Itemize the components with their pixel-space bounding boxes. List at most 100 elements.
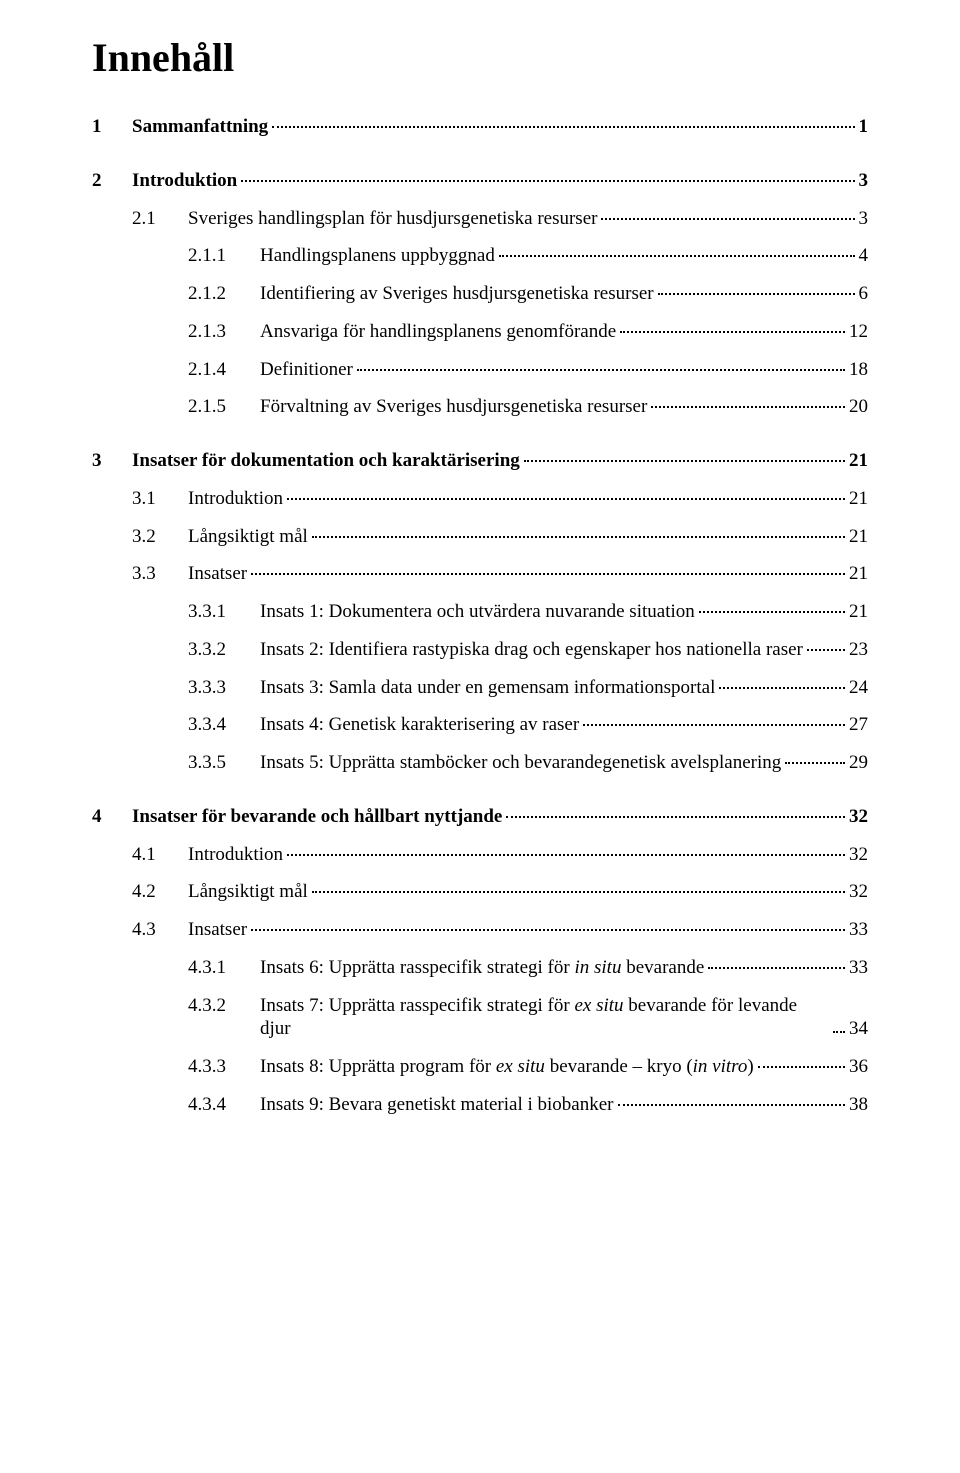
toc-entry-text: Definitioner bbox=[260, 358, 353, 382]
page: Innehåll 1Sammanfattning12Introduktion32… bbox=[0, 0, 960, 1473]
toc-entry-text: Långsiktigt mål bbox=[188, 525, 308, 549]
toc-entry-number: 3.3.1 bbox=[188, 600, 260, 624]
toc-entry: 1Sammanfattning1 bbox=[92, 115, 868, 139]
toc-entry: 2.1.1Handlingsplanens uppbyggnad 4 bbox=[92, 244, 868, 268]
toc-entry: 2.1.2Identifiering av Sveriges husdjursg… bbox=[92, 282, 868, 306]
toc-entry-text: Insats 1: Dokumentera och utvärdera nuva… bbox=[260, 600, 695, 624]
toc-entry-page: 20 bbox=[849, 395, 868, 419]
toc-entry: 2Introduktion3 bbox=[92, 169, 868, 193]
toc-leader bbox=[833, 1031, 845, 1033]
toc-leader bbox=[583, 724, 845, 726]
toc-entry-text: Insats 5: Upprätta stamböcker och bevara… bbox=[260, 751, 781, 775]
toc-entry-number: 3.3.5 bbox=[188, 751, 260, 775]
toc-entry: 3.3.2Insats 2: Identifiera rastypiska dr… bbox=[92, 638, 868, 662]
toc-entry-number: 4.1 bbox=[132, 843, 188, 867]
toc-leader bbox=[287, 498, 845, 500]
toc-entry-text: Sveriges handlingsplan för husdjursgenet… bbox=[188, 207, 597, 231]
toc-entry-number: 3.3.3 bbox=[188, 676, 260, 700]
toc-entry: 4.3.1Insats 6: Upprätta rasspecifik stra… bbox=[92, 956, 868, 980]
toc-leader bbox=[618, 1104, 846, 1106]
toc-entry: 3.1Introduktion21 bbox=[92, 487, 868, 511]
toc-entry-number: 3.3.4 bbox=[188, 713, 260, 737]
toc-entry-page: 21 bbox=[849, 449, 868, 473]
toc-entry-page: 29 bbox=[849, 751, 868, 775]
toc-leader bbox=[651, 406, 845, 408]
toc-entry-text: Introduktion bbox=[188, 487, 283, 511]
toc-entry: 4.2Långsiktigt mål32 bbox=[92, 880, 868, 904]
toc-entry-number: 2.1.1 bbox=[188, 244, 260, 268]
toc-entry-number: 3.3 bbox=[132, 562, 188, 586]
toc-leader bbox=[785, 762, 845, 764]
toc-entry-text: Insats 7: Upprätta rasspecifik strategi … bbox=[260, 994, 829, 1042]
table-of-contents: 1Sammanfattning12Introduktion32.1Sverige… bbox=[92, 115, 868, 1117]
toc-leader bbox=[251, 573, 845, 575]
toc-entry-page: 33 bbox=[849, 918, 868, 942]
toc-entry: 3Insatser för dokumentation och karaktär… bbox=[92, 449, 868, 473]
toc-leader bbox=[620, 331, 845, 333]
toc-entry-text: Förvaltning av Sveriges husdjursgenetisk… bbox=[260, 395, 647, 419]
toc-entry-text: Introduktion bbox=[132, 169, 237, 193]
toc-entry: 3.3.3Insats 3: Samla data under en gemen… bbox=[92, 676, 868, 700]
toc-entry: 3.3.5Insats 5: Upprätta stamböcker och b… bbox=[92, 751, 868, 775]
toc-entry-text: Insatser för dokumentation och karaktäri… bbox=[132, 449, 520, 473]
toc-entry-page: 1 bbox=[859, 115, 869, 139]
toc-entry-text: Insats 4: Genetisk karakterisering av ra… bbox=[260, 713, 579, 737]
toc-entry-text: Identifiering av Sveriges husdjursgeneti… bbox=[260, 282, 654, 306]
toc-leader bbox=[719, 687, 845, 689]
toc-entry: 3.3Insatser21 bbox=[92, 562, 868, 586]
toc-leader bbox=[524, 460, 845, 462]
toc-entry-number: 4.3.1 bbox=[188, 956, 260, 980]
toc-entry: 4.3.4Insats 9: Bevara genetiskt material… bbox=[92, 1093, 868, 1117]
toc-entry-page: 3 bbox=[859, 169, 869, 193]
toc-entry-text: Långsiktigt mål bbox=[188, 880, 308, 904]
toc-entry-number: 4.3.2 bbox=[188, 994, 260, 1018]
toc-entry: 4.3Insatser33 bbox=[92, 918, 868, 942]
toc-leader bbox=[499, 255, 855, 257]
toc-leader bbox=[272, 126, 854, 128]
toc-entry-page: 18 bbox=[849, 358, 868, 382]
toc-entry-text: Introduktion bbox=[188, 843, 283, 867]
toc-entry-text: Insats 9: Bevara genetiskt material i bi… bbox=[260, 1093, 614, 1117]
toc-leader bbox=[357, 369, 845, 371]
toc-leader bbox=[312, 891, 845, 893]
toc-entry: 3.2Långsiktigt mål21 bbox=[92, 525, 868, 549]
toc-entry-page: 36 bbox=[849, 1055, 868, 1079]
toc-entry-page: 27 bbox=[849, 713, 868, 737]
toc-entry-page: 38 bbox=[849, 1093, 868, 1117]
toc-entry-page: 21 bbox=[849, 562, 868, 586]
toc-entry-page: 33 bbox=[849, 956, 868, 980]
toc-entry: 3.3.4Insats 4: Genetisk karakterisering … bbox=[92, 713, 868, 737]
toc-entry-page: 34 bbox=[849, 1017, 868, 1041]
toc-entry-page: 6 bbox=[859, 282, 869, 306]
toc-entry: 2.1.4Definitioner18 bbox=[92, 358, 868, 382]
toc-entry-number: 2.1 bbox=[132, 207, 188, 231]
toc-leader bbox=[708, 967, 845, 969]
toc-leader bbox=[251, 929, 845, 931]
toc-entry-page: 32 bbox=[849, 843, 868, 867]
toc-leader bbox=[506, 816, 845, 818]
toc-leader bbox=[658, 293, 855, 295]
toc-entry: 4Insatser för bevarande och hållbart nyt… bbox=[92, 805, 868, 829]
toc-entry-page: 24 bbox=[849, 676, 868, 700]
toc-entry-number: 1 bbox=[92, 115, 132, 139]
toc-entry-page: 21 bbox=[849, 600, 868, 624]
toc-entry-page: 23 bbox=[849, 638, 868, 662]
toc-entry-page: 21 bbox=[849, 525, 868, 549]
toc-entry-page: 32 bbox=[849, 880, 868, 904]
toc-leader bbox=[287, 854, 845, 856]
toc-entry-text: Sammanfattning bbox=[132, 115, 268, 139]
toc-entry-text: Handlingsplanens uppbyggnad bbox=[260, 244, 495, 268]
toc-entry: 3.3.1Insats 1: Dokumentera och utvärdera… bbox=[92, 600, 868, 624]
toc-entry: 2.1.3Ansvariga för handlingsplanens geno… bbox=[92, 320, 868, 344]
toc-entry: 2.1.5Förvaltning av Sveriges husdjursgen… bbox=[92, 395, 868, 419]
toc-entry-page: 4 bbox=[859, 244, 869, 268]
toc-entry-text: Insatser bbox=[188, 918, 247, 942]
toc-leader bbox=[601, 218, 854, 220]
toc-leader bbox=[699, 611, 845, 613]
toc-entry: 4.3.2Insats 7: Upprätta rasspecifik stra… bbox=[92, 994, 868, 1042]
toc-leader bbox=[807, 649, 845, 651]
toc-leader bbox=[758, 1066, 845, 1068]
toc-entry-text: Insatser för bevarande och hållbart nytt… bbox=[132, 805, 502, 829]
toc-entry-page: 32 bbox=[849, 805, 868, 829]
toc-entry: 2.1Sveriges handlingsplan för husdjursge… bbox=[92, 207, 868, 231]
